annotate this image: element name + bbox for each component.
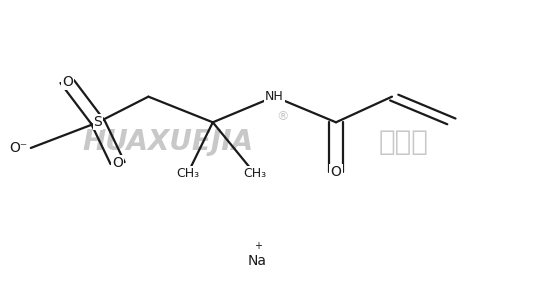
Text: +: +: [254, 241, 262, 251]
Text: Na: Na: [248, 254, 267, 268]
Text: O⁻: O⁻: [10, 141, 28, 155]
Text: HUAXUEJIA: HUAXUEJIA: [82, 128, 254, 156]
Text: O: O: [330, 165, 342, 179]
Text: CH₃: CH₃: [243, 167, 267, 180]
Text: CH₃: CH₃: [176, 167, 199, 180]
Text: 化学加: 化学加: [378, 128, 428, 156]
Text: NH: NH: [265, 90, 284, 103]
Text: ®: ®: [277, 110, 289, 123]
Text: O: O: [62, 75, 73, 88]
Text: O: O: [112, 156, 123, 170]
Text: S: S: [94, 115, 102, 129]
